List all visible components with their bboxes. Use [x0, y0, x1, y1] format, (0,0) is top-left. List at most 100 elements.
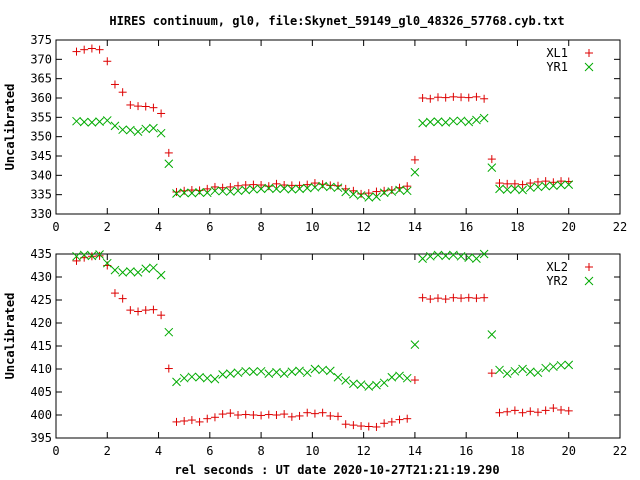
x-tick-label: 6 — [206, 444, 213, 458]
data-point-series-2 — [533, 368, 543, 378]
data-point-series-1 — [210, 413, 219, 422]
x-tick-label: 18 — [510, 444, 524, 458]
data-point-series-2-d2 — [379, 378, 389, 388]
x-tick-label: 12 — [356, 444, 370, 458]
data-point-series-2-d2 — [225, 369, 235, 378]
data-point-series-2 — [187, 372, 197, 382]
data-point-series-2-d2 — [349, 379, 358, 389]
data-point-series-2-d2 — [295, 184, 304, 194]
y-tick-label: 430 — [30, 270, 52, 284]
data-point-series-1 — [249, 180, 258, 189]
data-point-series-2-d2 — [156, 270, 166, 280]
data-point-series-1 — [241, 410, 250, 419]
data-point-series-2-d2 — [387, 187, 397, 196]
data-point-series-1 — [372, 422, 381, 431]
data-point-series-2-d2 — [325, 366, 335, 376]
data-point-series-2 — [418, 118, 427, 128]
data-point-series-1 — [164, 364, 173, 373]
data-point-series-1 — [172, 187, 181, 196]
data-point-series-2-d2 — [548, 362, 558, 372]
y-axis-label: Uncalibrated — [3, 84, 17, 171]
data-point-series-2-d2 — [333, 183, 343, 193]
data-point-series-1 — [457, 93, 466, 102]
data-point-series-2-d2 — [102, 116, 112, 125]
data-point-series-2-d2 — [79, 117, 89, 127]
top-panel: Uncalibrated 0 2 4 6 8 10 12 14 16 18 20 22 3303353… — [3, 33, 627, 234]
data-point-series-2 — [479, 249, 489, 259]
data-point-series-1 — [510, 406, 519, 415]
data-point-series-1 — [518, 408, 527, 417]
data-point-series-1 — [310, 179, 319, 188]
data-point-series-2-d2 — [149, 263, 158, 273]
data-point-series-2 — [195, 372, 204, 382]
data-point-series-2-d2 — [95, 117, 104, 126]
data-point-series-2 — [172, 189, 181, 198]
data-point-series-2 — [118, 268, 128, 277]
data-point-series-1 — [234, 411, 243, 419]
data-point-series-1 — [549, 178, 558, 187]
data-point-series-1 — [195, 417, 204, 426]
data-point-series-1 — [449, 293, 458, 302]
data-point-series-2 — [456, 116, 466, 126]
plot-frame — [55, 253, 621, 439]
data-point-series-2 — [218, 186, 227, 196]
data-point-series-2-d2 — [125, 267, 135, 276]
data-point-series-2 — [318, 365, 327, 375]
data-point-series-1 — [264, 182, 273, 191]
data-point-series-2 — [402, 186, 412, 196]
data-point-series-2 — [141, 124, 151, 134]
x-tick-label: 2 — [104, 444, 111, 458]
data-point-series-2-d2 — [272, 367, 281, 377]
x-tick-label: 16 — [459, 220, 473, 234]
data-point-series-2-d2 — [518, 185, 527, 195]
data-point-series-1 — [410, 155, 419, 164]
data-point-series-2-d2 — [525, 367, 535, 377]
x-tick-label: 12 — [356, 220, 370, 234]
x-tick-label: 20 — [562, 444, 576, 458]
data-point-series-2 — [479, 113, 489, 123]
data-point-series-2-d2 — [402, 186, 412, 196]
data-point-series-2 — [556, 360, 566, 370]
data-point-series-1 — [80, 45, 89, 54]
bottom-panel: Uncalibrated 0 2 4 6 8 10 12 14 16 18 20 22 395 400 4… — [3, 247, 627, 458]
data-point-series-1 — [387, 417, 396, 426]
data-point-series-2 — [525, 367, 535, 377]
data-point-series-2 — [287, 184, 297, 194]
data-point-series-1 — [380, 419, 389, 428]
data-point-series-2 — [102, 116, 112, 125]
data-point-series-2 — [510, 184, 520, 194]
data-point-series-2 — [510, 366, 520, 376]
data-point-series-2-d2 — [287, 184, 297, 194]
data-point-series-1 — [480, 293, 489, 302]
data-point-series-2-d2 — [72, 251, 81, 261]
legend-label-series-1: XL1 — [546, 46, 568, 60]
data-point-series-2-d2 — [187, 372, 197, 382]
data-point-series-1 — [441, 93, 450, 102]
data-point-series-2-d2 — [202, 188, 212, 198]
data-point-series-1 — [495, 179, 504, 188]
data-point-series-2 — [333, 372, 343, 382]
data-point-series-1 — [203, 414, 212, 423]
data-point-series-2-d2 — [564, 180, 574, 189]
legend-marker-series-2-d2 — [584, 276, 594, 286]
data-point-series-2-d2 — [210, 374, 220, 384]
data-point-series-1 — [295, 181, 304, 190]
data-point-series-2 — [172, 377, 181, 387]
data-point-series-1 — [357, 422, 366, 431]
data-point-series-2 — [341, 376, 351, 385]
data-point-series-2 — [110, 265, 120, 275]
data-point-series-2 — [433, 250, 443, 260]
data-point-series-1 — [334, 412, 342, 421]
data-point-series-1 — [503, 407, 512, 416]
data-point-series-1 — [526, 179, 535, 188]
y-axis-label: Uncalibrated — [3, 293, 17, 380]
data-point-series-2 — [133, 127, 143, 136]
data-point-series-2 — [541, 181, 551, 191]
data-point-series-2 — [548, 181, 558, 191]
data-point-series-2-d2 — [179, 188, 189, 198]
x-tick-label: 16 — [459, 444, 473, 458]
data-point-series-1 — [164, 148, 173, 157]
data-point-series-2-d2 — [195, 187, 204, 197]
data-point-series-2-d2 — [264, 183, 274, 193]
